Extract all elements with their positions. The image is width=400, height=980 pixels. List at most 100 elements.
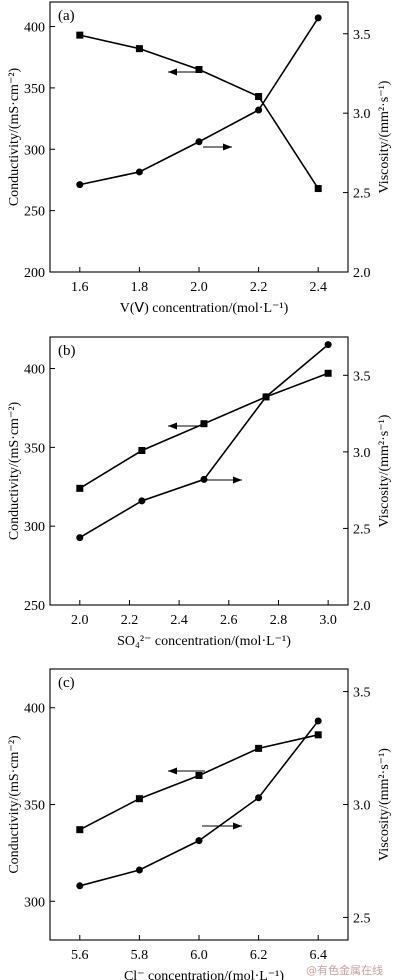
panel-label: (c) xyxy=(58,675,75,691)
conductivity-point xyxy=(135,795,143,803)
x-axis-label: Cl⁻ concentration/(mol·L⁻¹) xyxy=(124,969,284,980)
y-left-tick-label: 250 xyxy=(24,205,45,220)
viscosity-line xyxy=(79,720,319,887)
arrow-head xyxy=(223,143,232,151)
y-right-tick-label: 2.5 xyxy=(353,187,371,202)
x-tick-label: 5.6 xyxy=(71,948,89,963)
plot-frame xyxy=(49,1,349,273)
panel-b: 2.0 2.2 2.4 2.6 2.8 3.0 250 300 350 400 2.0 2.5 3.0 3… xyxy=(7,336,392,649)
viscosity-point xyxy=(135,168,143,176)
viscosity-point xyxy=(200,475,208,483)
right-axis-arrow xyxy=(202,822,242,830)
y-left-tick-label: 350 xyxy=(24,82,45,97)
x-tick-label: 2.0 xyxy=(71,613,89,628)
conductivity-point xyxy=(255,93,263,100)
conductivity-line xyxy=(79,372,329,490)
right-axis-arrow xyxy=(205,476,242,484)
arrow-head xyxy=(233,476,242,484)
panel-label: (a) xyxy=(58,8,75,24)
y-left-axis-label: Conductivity/(mS·cm⁻²) xyxy=(7,67,22,206)
y-right-axis-label: Viscosity/(mm²·s⁻¹) xyxy=(377,748,392,861)
panel-label: (b) xyxy=(58,343,76,359)
arrow-head xyxy=(168,422,177,430)
x-tick-label: 3.0 xyxy=(319,613,337,628)
y-left-axis-label: Conductivity/(mS·cm⁻²) xyxy=(7,735,22,874)
conductivity-point xyxy=(195,771,203,779)
viscosity-point xyxy=(262,393,270,401)
x-tick-label: 2.4 xyxy=(309,280,327,295)
x-tick-label: 2.6 xyxy=(220,613,238,628)
conductivity-point xyxy=(76,31,84,39)
conductivity-line xyxy=(79,34,319,189)
x-tick-label: 6.0 xyxy=(190,948,208,963)
conductivity-point xyxy=(195,66,203,73)
y-right-axis-label: Viscosity/(mm²·s⁻¹) xyxy=(377,414,392,527)
viscosity-point xyxy=(138,497,146,505)
conductivity-point xyxy=(200,420,208,428)
conductivity-line xyxy=(79,734,319,831)
right-axis-arrow xyxy=(203,143,232,151)
conductivity-point xyxy=(76,826,84,834)
viscosity-point xyxy=(255,794,263,802)
viscosity-point xyxy=(76,534,84,542)
y-left-tick-label: 400 xyxy=(24,363,45,378)
panel-a: 1.6 1.8 2.0 2.2 2.4 200 250 300 350 400 2.0 2.5 3.0 3… xyxy=(7,1,392,316)
viscosity-point xyxy=(314,717,322,725)
left-axis-arrow xyxy=(168,767,205,775)
conductivity-point xyxy=(138,447,146,455)
x-tick-label: 2.2 xyxy=(250,280,268,295)
viscosity-point xyxy=(135,866,143,874)
x-tick-label: 1.8 xyxy=(131,280,149,295)
viscosity-point xyxy=(255,106,263,114)
watermark: @有色金属在线 xyxy=(306,963,383,977)
viscosity-point xyxy=(314,14,322,22)
y-left-tick-label: 400 xyxy=(24,21,45,36)
y-left-tick-label: 250 xyxy=(24,599,45,614)
y-left-tick-label: 350 xyxy=(24,441,45,456)
plot-frame xyxy=(49,668,349,941)
x-tick-label: 2.8 xyxy=(270,613,288,628)
left-axis-arrow xyxy=(168,68,200,76)
conductivity-point xyxy=(135,45,143,53)
y-left-tick-label: 300 xyxy=(24,895,45,910)
y-left-tick-label: 350 xyxy=(24,799,45,814)
x-tick-label: 6.4 xyxy=(309,948,327,963)
y-left-tick-label: 300 xyxy=(24,143,45,158)
y-right-tick-label: 3.5 xyxy=(353,369,371,384)
y-right-tick-label: 3.0 xyxy=(353,107,371,122)
conductivity-point xyxy=(314,185,322,193)
y-right-tick-label: 2.0 xyxy=(353,599,371,614)
conductivity-point xyxy=(255,744,263,752)
viscosity-line xyxy=(79,344,329,539)
left-axis-arrow xyxy=(168,422,205,430)
viscosity-point xyxy=(324,341,332,349)
x-tick-label: 5.8 xyxy=(131,948,149,963)
x-tick-label: 2.4 xyxy=(170,613,188,628)
y-right-tick-label: 2.5 xyxy=(353,522,371,537)
x-axis-label: V(Ⅴ) concentration/(mol·L⁻¹) xyxy=(120,301,289,316)
y-right-tick-label: 3.5 xyxy=(353,686,371,701)
y-right-tick-label: 2.5 xyxy=(353,911,371,926)
y-right-tick-label: 3.5 xyxy=(353,28,371,43)
arrow-head xyxy=(233,822,242,830)
y-left-tick-label: 300 xyxy=(24,520,45,535)
x-tick-label: 6.2 xyxy=(250,948,268,963)
conductivity-point xyxy=(314,731,322,739)
y-right-tick-label: 3.0 xyxy=(353,799,371,814)
y-right-axis-label: Viscosity/(mm²·s⁻¹) xyxy=(377,80,392,193)
y-right-tick-label: 3.0 xyxy=(353,446,371,461)
plot-frame xyxy=(49,336,349,606)
x-tick-label: 1.6 xyxy=(71,280,89,295)
conductivity-point xyxy=(76,484,84,492)
viscosity-point xyxy=(76,181,84,189)
x-tick-label: 2.2 xyxy=(121,613,139,628)
y-right-tick-label: 2.0 xyxy=(353,266,371,281)
y-left-tick-label: 400 xyxy=(24,702,45,717)
arrow-head xyxy=(168,68,177,76)
x-tick-label: 2.0 xyxy=(190,280,208,295)
y-left-axis-label: Conductivity/(mS·cm⁻²) xyxy=(7,401,22,540)
y-left-tick-label: 200 xyxy=(24,266,45,281)
arrow-head xyxy=(168,767,177,775)
viscosity-point xyxy=(195,138,203,146)
